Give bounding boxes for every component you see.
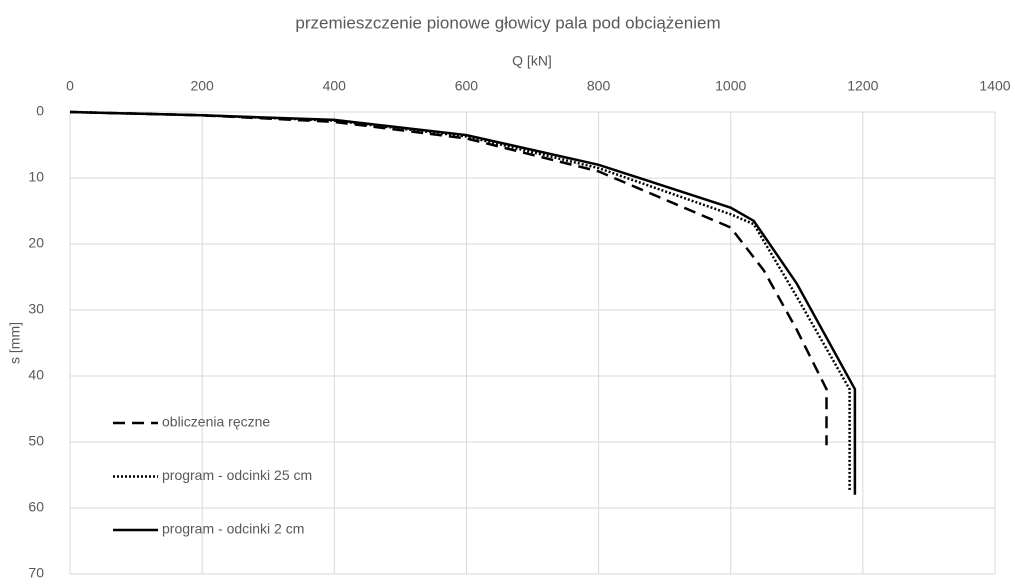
y-tick-label: 60: [28, 499, 44, 515]
x-tick-label: 1200: [847, 78, 878, 94]
y-tick-label: 70: [28, 565, 44, 581]
y-axis-label: s [mm]: [7, 322, 23, 364]
y-tick-label: 0: [36, 103, 44, 119]
x-tick-label: 400: [323, 78, 347, 94]
y-tick-label: 10: [28, 169, 44, 185]
y-tick-label: 20: [28, 235, 44, 251]
series-line: [69, 110, 851, 492]
chart-title: przemieszczenie pionowe głowicy pala pod…: [295, 13, 720, 32]
legend-label: program - odcinki 2 cm: [162, 521, 304, 537]
y-tick-label: 50: [28, 433, 44, 449]
x-axis-label: Q [kN]: [512, 53, 552, 69]
x-tick-label: 1000: [715, 78, 746, 94]
x-tick-label: 1400: [979, 78, 1010, 94]
y-tick-label: 40: [28, 367, 44, 383]
series-line: [69, 110, 828, 446]
x-tick-label: 800: [587, 78, 611, 94]
x-tick-label: 600: [455, 78, 479, 94]
y-tick-label: 30: [28, 301, 44, 317]
legend-label: obliczenia ręczne: [162, 414, 270, 430]
x-tick-label: 0: [66, 78, 74, 94]
legend-label: program - odcinki 25 cm: [162, 467, 312, 483]
series-line: [69, 110, 857, 495]
x-tick-label: 200: [190, 78, 214, 94]
